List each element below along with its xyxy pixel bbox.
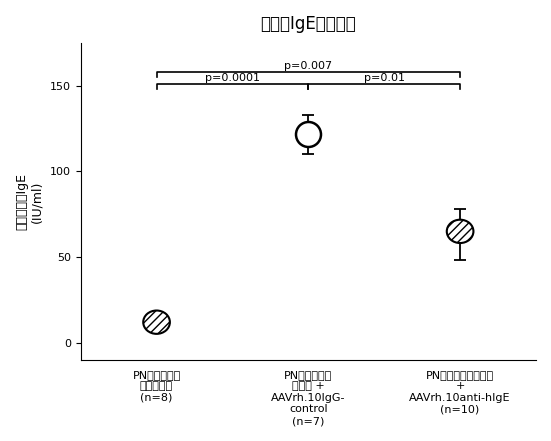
Y-axis label: 血清総ヒトIgE
(IU/ml): 血清総ヒトIgE (IU/ml): [15, 173, 43, 230]
Text: p=0.01: p=0.01: [364, 73, 405, 83]
Ellipse shape: [447, 220, 473, 243]
Text: p=0.007: p=0.007: [284, 61, 332, 71]
Text: p=0.0001: p=0.0001: [205, 73, 260, 83]
Ellipse shape: [143, 310, 170, 334]
Title: 総ヒトIgE（４週）: 総ヒトIgE（４週）: [261, 15, 356, 33]
